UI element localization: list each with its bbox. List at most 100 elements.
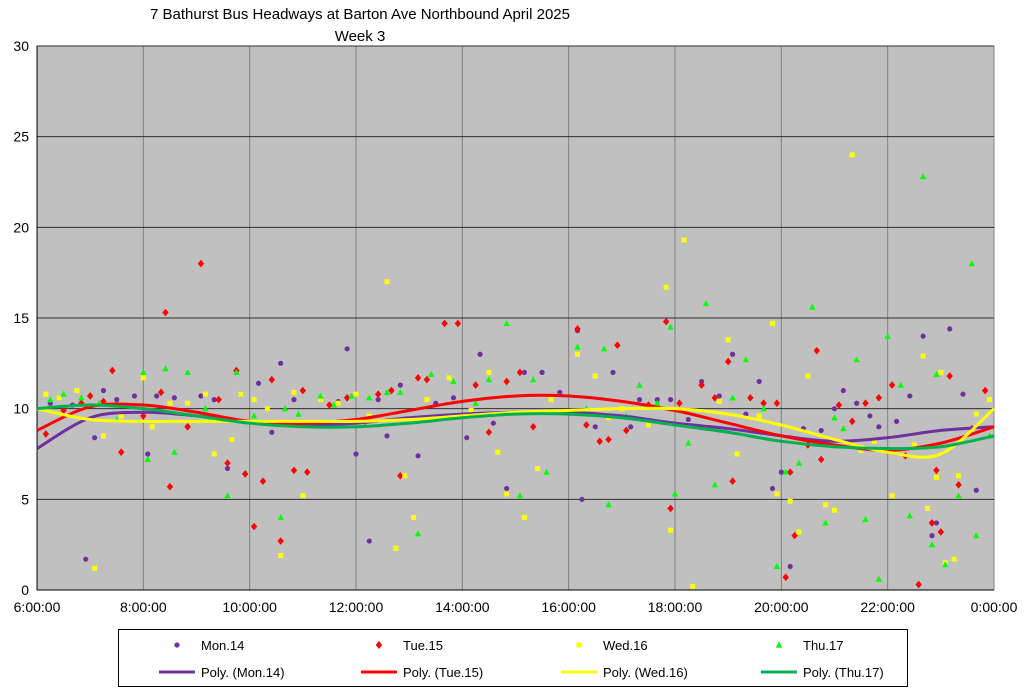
data-point — [853, 356, 860, 363]
data-point — [831, 414, 838, 421]
legend-item-trendline: Poly. (Thu.17) — [759, 662, 884, 682]
data-point — [685, 439, 692, 446]
data-point — [118, 413, 124, 419]
data-point — [384, 433, 390, 439]
data-point — [171, 395, 177, 401]
data-point — [756, 378, 762, 385]
data-point — [353, 451, 359, 457]
data-point — [956, 473, 962, 479]
data-point — [74, 388, 80, 394]
data-point — [667, 397, 674, 403]
legend-label: Wed.16 — [603, 637, 648, 653]
data-point — [414, 530, 422, 537]
data-point — [862, 399, 869, 408]
trendline — [36, 406, 995, 459]
data-point — [100, 397, 107, 406]
data-point — [743, 411, 749, 417]
data-point — [100, 433, 106, 439]
data-point — [543, 468, 550, 475]
data-point — [375, 397, 381, 403]
data-point — [504, 485, 510, 492]
data-point — [654, 399, 661, 406]
x-tick-label: 20:00:00 — [754, 599, 809, 615]
y-tick-label: 30 — [13, 38, 29, 54]
data-point — [685, 416, 691, 423]
data-point — [849, 152, 855, 158]
data-point — [290, 466, 298, 475]
data-point — [840, 425, 847, 432]
data-point — [184, 369, 191, 375]
data-point — [774, 491, 780, 497]
data-point — [43, 391, 49, 397]
data-point — [366, 538, 372, 544]
data-point — [348, 392, 355, 399]
data-point — [393, 545, 399, 551]
data-point — [154, 393, 160, 399]
data-point — [415, 453, 421, 459]
data-point — [729, 394, 736, 401]
data-point — [530, 423, 537, 431]
data-point — [78, 399, 85, 408]
data-point — [397, 471, 404, 480]
legend-symbol — [775, 641, 783, 648]
data-point — [397, 388, 404, 395]
data-point — [897, 381, 905, 388]
data-point — [716, 398, 722, 404]
data-point — [233, 369, 240, 375]
data-point — [973, 411, 979, 417]
data-point — [920, 333, 926, 339]
data-point — [318, 397, 324, 403]
data-point — [667, 504, 674, 513]
data-point — [202, 405, 209, 412]
data-point — [884, 332, 891, 339]
data-point — [605, 501, 612, 508]
legend-item-marker: Tue.15 — [359, 635, 443, 655]
data-point — [366, 394, 373, 401]
data-point — [893, 418, 900, 424]
data-point — [671, 490, 679, 497]
x-tick-label: 8:00:00 — [120, 599, 167, 615]
data-point — [259, 477, 267, 485]
data-point — [277, 537, 284, 545]
data-point — [574, 325, 581, 333]
data-point — [450, 378, 457, 385]
data-point — [614, 341, 621, 349]
data-point — [574, 343, 581, 350]
data-point — [117, 448, 125, 456]
data-point — [344, 346, 350, 352]
data-point — [933, 370, 940, 377]
data-point — [667, 323, 674, 330]
data-point — [831, 406, 838, 412]
data-point — [477, 351, 483, 357]
data-point — [281, 405, 289, 412]
data-point — [875, 575, 883, 582]
data-point — [397, 382, 403, 388]
data-point — [575, 351, 581, 357]
data-point — [140, 375, 146, 381]
data-point — [224, 465, 231, 472]
data-point — [304, 468, 311, 476]
data-point — [981, 386, 989, 395]
data-point — [636, 397, 643, 403]
data-point — [947, 326, 953, 332]
data-point — [756, 413, 762, 419]
legend-item-marker: Mon.14 — [157, 635, 244, 655]
data-point — [516, 368, 524, 377]
data-point — [823, 502, 829, 508]
data-point — [645, 422, 651, 428]
data-point — [383, 388, 391, 395]
data-point — [858, 447, 864, 453]
data-point — [468, 407, 474, 413]
data-point — [47, 396, 54, 403]
data-point — [238, 391, 244, 397]
legend-item-trendline: Poly. (Tue.15) — [359, 662, 483, 682]
legend-symbol — [576, 642, 582, 648]
y-tick-label: 20 — [13, 219, 29, 235]
data-point — [690, 583, 696, 589]
data-point — [264, 406, 270, 412]
data-point — [202, 391, 208, 397]
data-point — [769, 320, 775, 326]
data-point — [915, 580, 922, 589]
data-point — [711, 481, 719, 488]
data-point — [131, 393, 138, 399]
